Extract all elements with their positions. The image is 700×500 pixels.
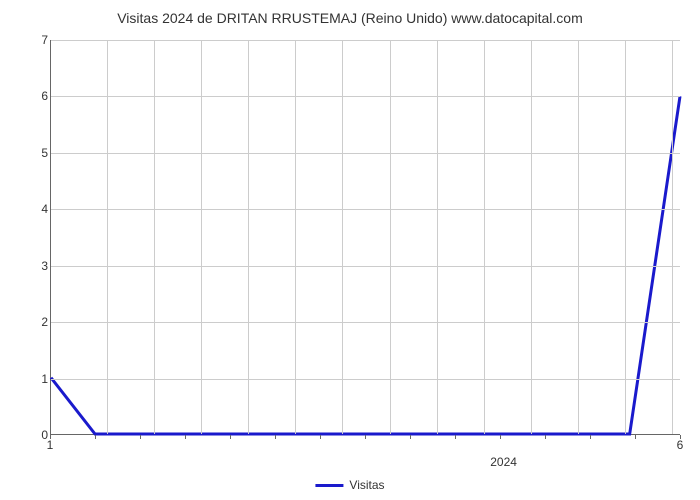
gridline-vertical bbox=[107, 40, 108, 434]
gridline-vertical bbox=[672, 40, 673, 434]
x-minor-tick bbox=[140, 435, 141, 439]
x-minor-tick bbox=[50, 435, 51, 439]
gridline-vertical bbox=[578, 40, 579, 434]
x-minor-tick bbox=[635, 435, 636, 439]
legend: Visitas bbox=[315, 478, 384, 492]
gridline-horizontal bbox=[51, 96, 680, 97]
x-minor-tick bbox=[590, 435, 591, 439]
y-tick-label: 6 bbox=[28, 89, 48, 103]
x-minor-tick bbox=[455, 435, 456, 439]
gridline-vertical bbox=[295, 40, 296, 434]
x-tick-label: 1 bbox=[47, 438, 54, 452]
gridline-vertical bbox=[484, 40, 485, 434]
gridline-vertical bbox=[531, 40, 532, 434]
gridline-vertical bbox=[248, 40, 249, 434]
x-minor-tick bbox=[320, 435, 321, 439]
y-tick-label: 5 bbox=[28, 146, 48, 160]
gridline-horizontal bbox=[51, 266, 680, 267]
plot-area bbox=[50, 40, 680, 435]
y-tick-label: 3 bbox=[28, 259, 48, 273]
gridline-horizontal bbox=[51, 153, 680, 154]
x-minor-tick bbox=[230, 435, 231, 439]
legend-label: Visitas bbox=[349, 478, 384, 492]
gridline-horizontal bbox=[51, 209, 680, 210]
gridline-vertical bbox=[201, 40, 202, 434]
gridline-vertical bbox=[437, 40, 438, 434]
gridline-vertical bbox=[342, 40, 343, 434]
gridline-horizontal bbox=[51, 322, 680, 323]
gridline-vertical bbox=[154, 40, 155, 434]
y-tick-label: 2 bbox=[28, 315, 48, 329]
x-minor-tick bbox=[185, 435, 186, 439]
line-chart-svg bbox=[51, 40, 680, 434]
x-minor-tick bbox=[365, 435, 366, 439]
x-minor-tick bbox=[500, 435, 501, 439]
y-tick-label: 1 bbox=[28, 372, 48, 386]
gridline-horizontal bbox=[51, 40, 680, 41]
x-minor-tick bbox=[680, 435, 681, 439]
legend-swatch bbox=[315, 484, 343, 487]
y-tick-label: 7 bbox=[28, 33, 48, 47]
y-tick-label: 4 bbox=[28, 202, 48, 216]
chart-container: Visitas 2024 de DRITAN RRUSTEMAJ (Reino … bbox=[10, 10, 690, 490]
x-minor-tick bbox=[545, 435, 546, 439]
gridline-vertical bbox=[625, 40, 626, 434]
x-tick-label: 6 bbox=[677, 438, 684, 452]
x-minor-tick bbox=[410, 435, 411, 439]
x-minor-tick bbox=[95, 435, 96, 439]
gridline-horizontal bbox=[51, 379, 680, 380]
x-minor-tick bbox=[275, 435, 276, 439]
y-tick-label: 0 bbox=[28, 428, 48, 442]
chart-title: Visitas 2024 de DRITAN RRUSTEMAJ (Reino … bbox=[10, 10, 690, 26]
x-axis-label: 2024 bbox=[490, 455, 517, 469]
gridline-vertical bbox=[390, 40, 391, 434]
